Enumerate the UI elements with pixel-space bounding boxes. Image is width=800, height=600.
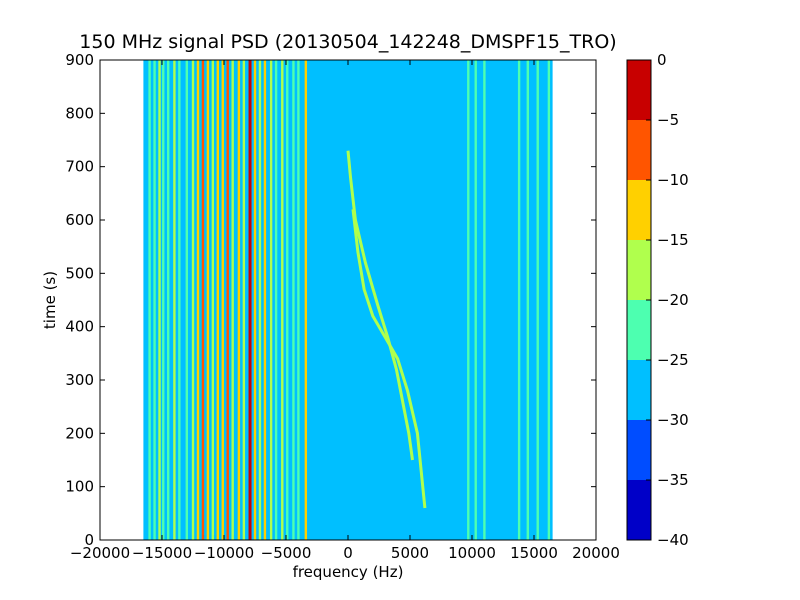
signal-line [517, 60, 521, 540]
x-tick-label: 0 [343, 544, 353, 562]
signal-line [526, 60, 529, 540]
signal-line [281, 60, 284, 540]
signal-line [221, 60, 224, 540]
signal-line [253, 60, 257, 540]
signal-line [274, 60, 278, 540]
signal-line [167, 60, 170, 540]
signal-line [248, 60, 252, 540]
signal-line [242, 60, 246, 540]
signal-line [231, 60, 234, 540]
signal-line [153, 60, 156, 540]
signal-line [467, 60, 470, 540]
y-axis-label: time (s) [41, 271, 59, 329]
signal-line [304, 60, 308, 540]
signal-line [211, 60, 215, 540]
x-tick-label: −10000 [194, 544, 254, 562]
signal-line [286, 60, 289, 540]
y-tick-label: 900 [65, 51, 94, 69]
signal-line [206, 60, 210, 540]
x-tick-label: −15000 [132, 544, 192, 562]
colorbar: 0 −5 −10 −15 −20 −25 −30 −35 −40 [626, 51, 689, 549]
x-tick-label: 20000 [572, 544, 620, 562]
doppler-curve [351, 209, 427, 509]
colorbar-level [627, 480, 651, 540]
signal-line [297, 60, 300, 540]
signal-line [191, 60, 195, 540]
colorbar-tick-label: −15 [657, 231, 689, 249]
colorbar-tick-label: −30 [657, 411, 689, 429]
signal-line [237, 60, 241, 540]
x-tick-label: 15000 [510, 544, 558, 562]
plot-area [99, 59, 597, 541]
colorbar-tick-label: −35 [657, 471, 689, 489]
doppler-curve [346, 150, 414, 461]
signal-line [536, 60, 539, 540]
signal-line [269, 60, 273, 540]
colorbar-levels [627, 60, 651, 540]
x-tick-label: 5000 [391, 544, 429, 562]
colorbar-level [627, 240, 651, 300]
heatmap-layer [143, 60, 553, 540]
signal-line [263, 60, 267, 540]
y-tick-label: 800 [65, 104, 94, 122]
x-tick-label: −5000 [261, 544, 312, 562]
y-tick-label: 500 [65, 264, 94, 282]
y-tick-label: 400 [65, 318, 94, 336]
signal-line [258, 60, 262, 540]
y-tick-label: 600 [65, 211, 94, 229]
colorbar-level [627, 60, 651, 120]
signal-line [547, 60, 551, 540]
signal-line [185, 60, 188, 540]
signal-line [158, 60, 161, 540]
colorbar-tick-label: −20 [657, 291, 689, 309]
x-axis-label: frequency (Hz) [293, 563, 404, 581]
y-tick-label: 100 [65, 478, 94, 496]
y-tick-label: 700 [65, 158, 94, 176]
signal-line [216, 60, 219, 540]
signal-line [226, 60, 229, 540]
signal-line [474, 60, 477, 540]
signal-line [173, 60, 176, 540]
x-tick-label: −20000 [70, 544, 130, 562]
colorbar-level [627, 180, 651, 240]
x-tick-label: 10000 [448, 544, 496, 562]
signal-line [201, 60, 205, 540]
y-axis-ticks: 0 100 200 300 400 500 600 700 800 900 [65, 51, 596, 549]
signal-line [162, 60, 165, 540]
y-tick-label: 0 [84, 531, 94, 549]
heatmap-background [143, 60, 553, 540]
signal-line [292, 60, 295, 540]
x-axis-ticks: −20000 −15000 −10000 −5000 0 5000 10000 15000 20… [70, 60, 620, 562]
colorbar-tick-label: −10 [657, 171, 689, 189]
signal-line [196, 60, 200, 540]
chart-title: 150 MHz signal PSD (20130504_142248_DMSP… [79, 31, 616, 53]
colorbar-level [627, 120, 651, 180]
colorbar-level [627, 360, 651, 420]
y-tick-label: 300 [65, 371, 94, 389]
y-tick-label: 200 [65, 424, 94, 442]
colorbar-level [627, 420, 651, 480]
colorbar-tick-label: −40 [657, 531, 689, 549]
colorbar-tick-label: −25 [657, 351, 689, 369]
colorbar-tick-label: −5 [657, 111, 679, 129]
colorbar-tick-label: 0 [657, 51, 667, 69]
signal-line [178, 60, 181, 540]
colorbar-ticks: 0 −5 −10 −15 −20 −25 −30 −35 −40 [646, 51, 689, 549]
colorbar-level [627, 300, 651, 360]
signal-line [148, 60, 151, 540]
signal-line [483, 60, 486, 540]
